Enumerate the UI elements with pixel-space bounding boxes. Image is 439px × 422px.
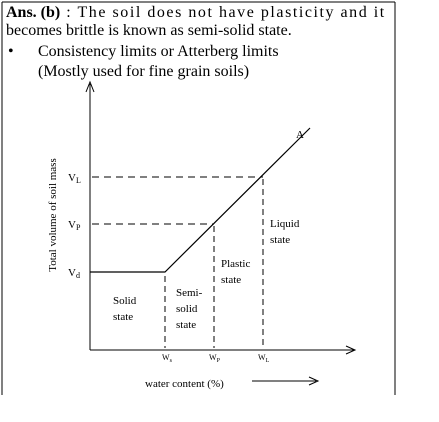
answer-line-2: becomes brittle is known as semi-solid s… [6,22,292,39]
state-labels: Solid state Semi-solid state Plastic state Liq… [113,218,300,331]
answer-label: Ans. (b) [6,4,60,21]
x-label: Ws [162,353,173,364]
x-label-main: W [162,353,170,362]
y-label: VL [68,172,81,185]
x-label-arrowhead [308,376,320,386]
state-label: Semi- [176,287,203,299]
answer-text: : The soil does not have plasticity and … [66,4,385,21]
x-label-main: W [258,353,266,362]
guides [92,176,263,225]
y-label-sub: L [76,176,81,185]
x-label-sub: s [170,358,173,364]
state-label: state [176,319,196,331]
y-label-main: V [68,267,76,279]
y-label-main: V [68,219,76,231]
state-label: Solid [113,295,137,307]
y-label-sub: P [76,223,81,232]
x-label-sub: L [266,358,270,364]
x-labels: Ws WP WL [162,353,270,364]
x-label: WP [209,353,221,364]
x-label-sub: P [217,358,221,364]
state-label: Liquid [270,218,300,230]
x-label: WL [258,353,270,364]
guides-vertical [164,179,264,348]
x-label-main: W [209,353,217,362]
y-axis-label: Total volume of soil mass [47,158,59,272]
state-label: state [113,311,133,323]
y-label-main: V [68,172,76,184]
x-arrow [345,345,357,355]
consistency-curve [90,127,311,273]
y-arrow [85,80,95,93]
bullet-note: (Mostly used for fine grain soils) [38,63,249,80]
y-label: Vd [68,267,80,280]
x-axis-label: water content (%) [145,378,224,390]
state-label: solid [176,303,198,315]
state-label: Plastic [221,258,250,270]
state-label: state [221,274,241,286]
curve-label: A [296,129,304,141]
y-label: VP [68,219,81,232]
y-label-sub: d [76,271,80,280]
state-label: state [270,234,290,246]
bullet: • [8,43,14,60]
bullet-text: Consistency limits or Atterberg limits [38,43,279,60]
